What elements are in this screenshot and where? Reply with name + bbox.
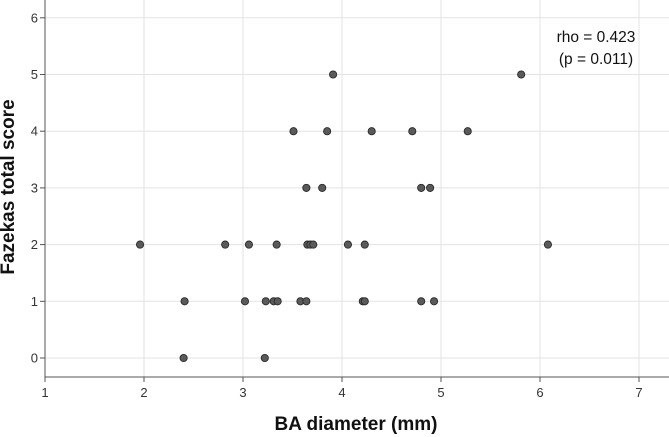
gridlines <box>45 0 669 377</box>
data-point <box>135 240 145 249</box>
y-tick-label: 0 <box>31 351 38 366</box>
tick-labels: 1 2 3 4 5 6 7 0 1 2 3 4 5 6 <box>31 10 643 400</box>
data-point <box>309 240 318 249</box>
data-point <box>261 297 270 306</box>
data-point <box>343 240 352 249</box>
data-point <box>244 240 253 249</box>
y-tick-label: 4 <box>31 124 38 139</box>
data-point <box>463 127 472 136</box>
data-point <box>179 353 188 363</box>
y-tick-label: 3 <box>31 180 38 195</box>
x-tick-label: 1 <box>41 385 48 400</box>
y-tick-label: 1 <box>31 294 38 309</box>
x-tick-label: 4 <box>338 385 345 400</box>
data-point <box>289 127 298 136</box>
data-point <box>426 183 435 192</box>
data-point <box>221 240 230 249</box>
data-point <box>360 297 369 306</box>
plot-background <box>45 0 669 377</box>
x-axis-title: BA diameter (mm) <box>275 414 438 435</box>
data-point <box>408 127 417 136</box>
x-tick-label: 5 <box>437 385 444 400</box>
data-point <box>302 297 311 306</box>
x-tick-label: 3 <box>239 385 246 400</box>
data-point <box>302 183 311 192</box>
data-point <box>329 70 338 79</box>
data-point <box>360 240 369 249</box>
data-point <box>323 127 332 136</box>
data-point <box>240 297 250 306</box>
y-tick-label: 2 <box>31 237 38 252</box>
data-point <box>272 240 281 249</box>
data-point <box>260 353 269 363</box>
y-tick-label: 5 <box>31 67 38 82</box>
data-point <box>430 297 439 306</box>
x-tick-label: 7 <box>635 385 642 400</box>
axes <box>40 0 669 382</box>
y-axis-title: Fazekas total score <box>0 99 19 274</box>
x-tick-label: 2 <box>140 385 147 400</box>
y-tick-label: 6 <box>31 10 38 25</box>
data-point <box>273 297 282 306</box>
data-point <box>180 297 189 306</box>
data-point <box>367 127 376 136</box>
data-point <box>517 70 526 79</box>
data-points <box>135 70 552 363</box>
data-point <box>417 183 426 192</box>
data-point <box>543 240 552 249</box>
annotation-p-value: (p = 0.011) <box>559 51 633 68</box>
x-tick-label: 6 <box>536 385 543 400</box>
annotation-rho: rho = 0.423 <box>557 29 636 46</box>
data-point <box>417 297 426 306</box>
data-point <box>318 183 327 192</box>
